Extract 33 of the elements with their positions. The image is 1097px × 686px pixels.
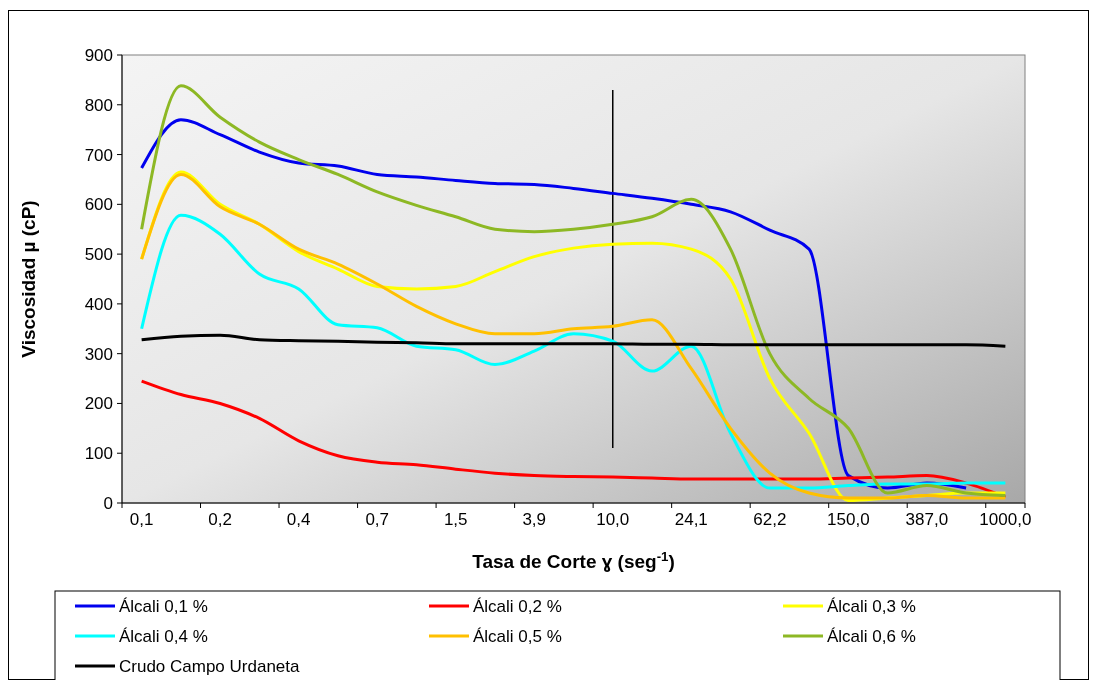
x-tick-label: 10,0 [596,510,630,529]
x-tick-label: 0,4 [286,510,311,529]
x-tick-label: 150,0 [827,510,870,529]
y-tick-label: 500 [84,245,113,265]
y-tick-label: 0 [103,493,113,513]
x-tick-label: 387,0 [905,510,949,529]
x-tick-label: 1,5 [443,510,468,529]
y-tick-label: 600 [84,195,113,215]
x-tick-label: 24,1 [674,510,708,529]
legend-label: Álcali 0,6 % [827,626,916,646]
x-tick-label: 0,2 [208,510,232,529]
x-tick-label: 0,1 [129,510,154,529]
legend-label: Álcali 0,3 % [827,596,916,616]
x-tick-label: 0,7 [365,510,390,529]
y-tick-label: 100 [84,444,113,464]
line-series [140,379,1007,499]
y-tick-label: 400 [84,294,113,314]
legend-label: Álcali 0,5 % [473,626,562,646]
legend-label: Crudo Campo Urdaneta [119,656,301,676]
y-tick-label: 300 [84,344,113,364]
x-tick-label: 62,2 [753,510,787,529]
y-tick-label: 700 [84,145,113,165]
legend-label: Álcali 0,1 % [119,596,208,616]
x-tick-label: 1000,0 [979,510,1032,529]
x-axis-title: Tasa de Corte ɣ (seg$^{-1}$) [472,548,675,572]
line-series [140,213,1007,490]
y-axis-title: Viscosidad µ (cP) [18,200,39,358]
x-tick-label: 3,9 [522,510,547,529]
y-tick-label: 200 [84,394,113,414]
legend-label: Álcali 0,4 % [119,626,208,646]
legend-label: Álcali 0,2 % [473,596,562,616]
y-tick-label: 900 [84,45,113,65]
y-tick-label: 800 [84,95,113,115]
